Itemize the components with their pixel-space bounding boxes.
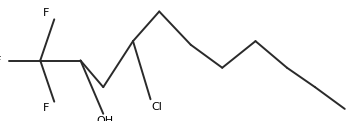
Text: F: F — [0, 56, 1, 65]
Text: Cl: Cl — [151, 102, 162, 112]
Text: F: F — [43, 103, 50, 113]
Text: F: F — [43, 8, 50, 18]
Text: OH: OH — [97, 116, 113, 121]
